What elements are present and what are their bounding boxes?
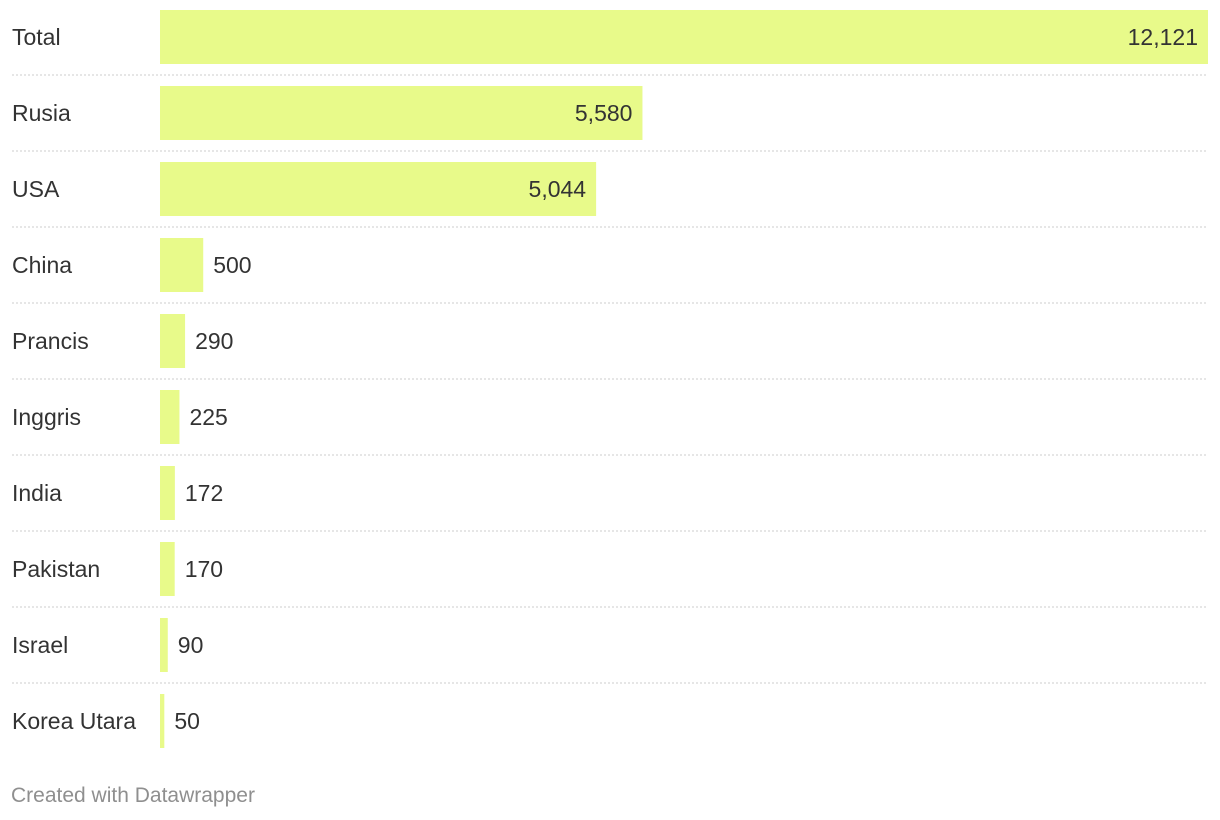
value-label: 90 — [178, 632, 204, 658]
value-label: 5,044 — [529, 176, 587, 202]
category-label: China — [12, 252, 72, 278]
bar — [160, 10, 1208, 64]
category-label: Pakistan — [12, 556, 100, 582]
bar — [160, 618, 168, 672]
category-label: USA — [12, 176, 60, 202]
bar — [160, 542, 175, 596]
bar — [160, 86, 643, 140]
value-label: 500 — [213, 252, 251, 278]
category-label: India — [12, 480, 62, 506]
value-label: 12,121 — [1128, 24, 1198, 50]
bar — [160, 466, 175, 520]
footer-credit[interactable]: Created with Datawrapper — [11, 784, 255, 807]
bar — [160, 390, 180, 444]
value-label: 172 — [185, 480, 223, 506]
value-label: 170 — [185, 556, 223, 582]
category-label: Rusia — [12, 100, 71, 126]
value-label: 50 — [174, 708, 200, 734]
value-label: 5,580 — [575, 100, 633, 126]
category-label: Prancis — [12, 328, 89, 354]
bar — [160, 162, 597, 216]
bar — [160, 694, 165, 748]
category-label: Israel — [12, 632, 68, 658]
bar — [160, 238, 204, 292]
category-label: Total — [12, 24, 61, 50]
category-label: Inggris — [12, 404, 81, 430]
bar-chart: Total 12,121 Rusia 5,580 USA 5,044 China 500 Pra… — [12, 10, 1208, 748]
value-label: 290 — [195, 328, 233, 354]
category-label: Korea Utara — [12, 708, 136, 734]
bar — [160, 314, 186, 368]
value-label: 225 — [189, 404, 227, 430]
